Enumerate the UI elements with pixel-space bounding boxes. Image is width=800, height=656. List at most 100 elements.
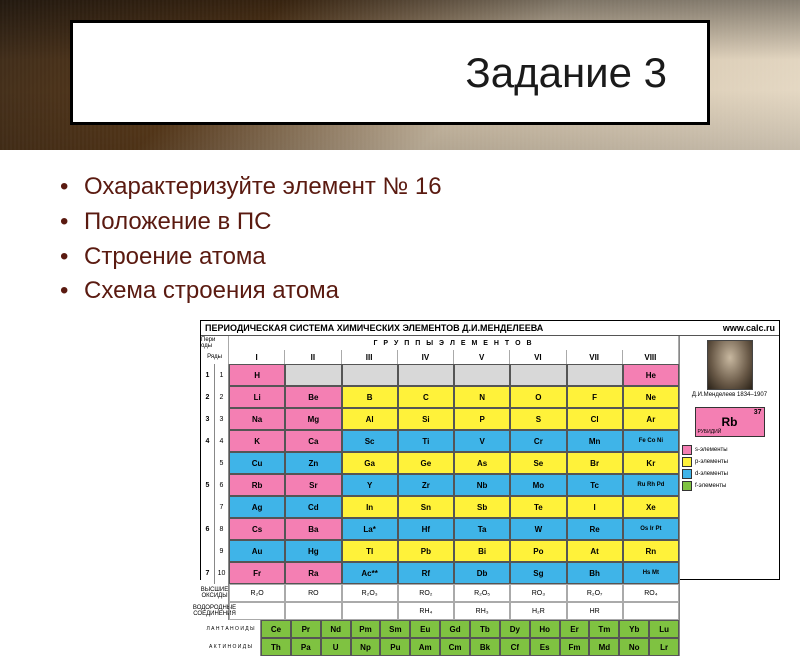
- element-cell: P: [454, 408, 510, 430]
- ptable-row: 68CsBaLa*HfTaWReOs Ir Pt: [201, 518, 679, 540]
- ptable-row: 33NaMgAlSiPSClAr: [201, 408, 679, 430]
- portrait-caption: Д.И.Менделеев 1834–1907: [682, 392, 777, 399]
- element-cell: Li: [229, 386, 285, 408]
- oxide-formula: R₂O₅: [454, 584, 510, 602]
- element-cell: Ag: [229, 496, 285, 518]
- oxide-formula: RO₄: [623, 584, 679, 602]
- legend-label: s-элементы: [695, 447, 728, 453]
- lanthanide-cell: Pr: [291, 620, 321, 638]
- list-item: Схема строения атома: [60, 274, 760, 309]
- element-cell: Mn: [567, 430, 623, 452]
- list-item: Строение атома: [60, 240, 760, 275]
- element-cell: Sr: [285, 474, 341, 496]
- legend-swatch: [682, 481, 692, 491]
- legend-label: f-элементы: [695, 483, 726, 489]
- legend-label: p-элементы: [695, 459, 728, 465]
- lanthanides-label: Л А Н Т А Н О И Д Ы: [201, 620, 261, 638]
- bullet-list: Охарактеризуйте элемент № 16 Положение в…: [60, 170, 760, 309]
- element-cell: Bi: [454, 540, 510, 562]
- lanthanide-cell: Ho: [530, 620, 560, 638]
- title-card: Задание 3: [70, 20, 710, 125]
- element-cell: Ca: [285, 430, 341, 452]
- ptable-row: 44KCaScTiVCrMnFe Co Ni: [201, 430, 679, 452]
- element-cell: Au: [229, 540, 285, 562]
- element-cell: C: [398, 386, 454, 408]
- list-item: Охарактеризуйте элемент № 16: [60, 170, 760, 205]
- element-cell: Pb: [398, 540, 454, 562]
- actinide-cell: Pu: [380, 638, 410, 656]
- row-number: 8: [215, 518, 229, 540]
- element-cell: Kr: [623, 452, 679, 474]
- element-cell: Na: [229, 408, 285, 430]
- period-number: 7: [201, 562, 215, 584]
- element-cell: Te: [510, 496, 566, 518]
- actinides-row: А К Т И Н О И Д Ы ThPaUNpPuAmCmBkCfEsFmM…: [201, 638, 679, 656]
- oxide-formula: RO: [285, 584, 341, 602]
- lanthanide-cell: Sm: [380, 620, 410, 638]
- actinide-cell: U: [321, 638, 351, 656]
- ptable-row: 22LiBeBCNOFNe: [201, 386, 679, 408]
- lanthanide-cell: Ce: [261, 620, 291, 638]
- element-cell: Se: [510, 452, 566, 474]
- hydride-formula: HR: [567, 602, 623, 620]
- row-number: 5: [215, 452, 229, 474]
- element-cell: Hs Mt: [623, 562, 679, 584]
- legend-label: d-элементы: [695, 471, 728, 477]
- element-cell: Ta: [454, 518, 510, 540]
- legend-row: s-элементы: [682, 445, 777, 455]
- element-cell: Po: [510, 540, 566, 562]
- element-cell: I: [567, 496, 623, 518]
- lanthanide-cell: Gd: [440, 620, 470, 638]
- period-number: 2: [201, 386, 215, 408]
- periodic-table: ПЕРИОДИЧЕСКАЯ СИСТЕМА ХИМИЧЕСКИХ ЭЛЕМЕНТ…: [200, 320, 780, 580]
- element-cell: Si: [398, 408, 454, 430]
- list-item: Положение в ПС: [60, 205, 760, 240]
- hydride-formula: RH₄: [398, 602, 454, 620]
- hydride-formula: [285, 602, 341, 620]
- element-cell: Tc: [567, 474, 623, 496]
- hydride-formula: H₂R: [510, 602, 566, 620]
- element-cell: At: [567, 540, 623, 562]
- element-cell: Hg: [285, 540, 341, 562]
- hydride-formula: RH₃: [454, 602, 510, 620]
- element-cell: Os Ir Pt: [623, 518, 679, 540]
- group-numeral: VIII: [623, 350, 679, 364]
- rows-label: Ряды: [201, 350, 229, 364]
- element-cell: Ne: [623, 386, 679, 408]
- element-cell: Mo: [510, 474, 566, 496]
- period-number: 3: [201, 408, 215, 430]
- element-cell: V: [454, 430, 510, 452]
- lanthanide-cell: Lu: [649, 620, 679, 638]
- element-cell: Fe Co Ni: [623, 430, 679, 452]
- element-cell: Rn: [623, 540, 679, 562]
- element-cell: Hf: [398, 518, 454, 540]
- element-cell: Sg: [510, 562, 566, 584]
- lanthanide-cell: Eu: [410, 620, 440, 638]
- ptable-row: 56RbSrYZrNbMoTcRu Rh Pd: [201, 474, 679, 496]
- groups-label-row: Пери оды Г Р У П П Ы Э Л Е М Е Н Т О В: [201, 336, 679, 350]
- element-cell: Rf: [398, 562, 454, 584]
- hydride-formula: [229, 602, 285, 620]
- element-cell: He: [623, 364, 679, 386]
- element-cell: [398, 364, 454, 386]
- element-cell: Sc: [342, 430, 398, 452]
- row-number: 2: [215, 386, 229, 408]
- group-numeral-row: Ряды IIIIIIIVVVIVIIVIII: [201, 350, 679, 364]
- lanthanide-cell: Nd: [321, 620, 351, 638]
- period-number: 4: [201, 430, 215, 452]
- element-cell: Cr: [510, 430, 566, 452]
- group-numeral: VII: [567, 350, 623, 364]
- legend-swatch: [682, 469, 692, 479]
- actinide-cell: Fm: [560, 638, 590, 656]
- ptable-title: ПЕРИОДИЧЕСКАЯ СИСТЕМА ХИМИЧЕСКИХ ЭЛЕМЕНТ…: [205, 323, 543, 333]
- actinide-cell: Lr: [649, 638, 679, 656]
- row-number: 10: [215, 562, 229, 584]
- ptable-header: ПЕРИОДИЧЕСКАЯ СИСТЕМА ХИМИЧЕСКИХ ЭЛЕМЕНТ…: [201, 321, 779, 336]
- legend-row: f-элементы: [682, 481, 777, 491]
- lanthanide-cell: Yb: [619, 620, 649, 638]
- element-cell: La*: [342, 518, 398, 540]
- ptable-url: www.calc.ru: [723, 323, 775, 333]
- element-cell: Re: [567, 518, 623, 540]
- hydride-formula: [342, 602, 398, 620]
- group-numeral: IV: [398, 350, 454, 364]
